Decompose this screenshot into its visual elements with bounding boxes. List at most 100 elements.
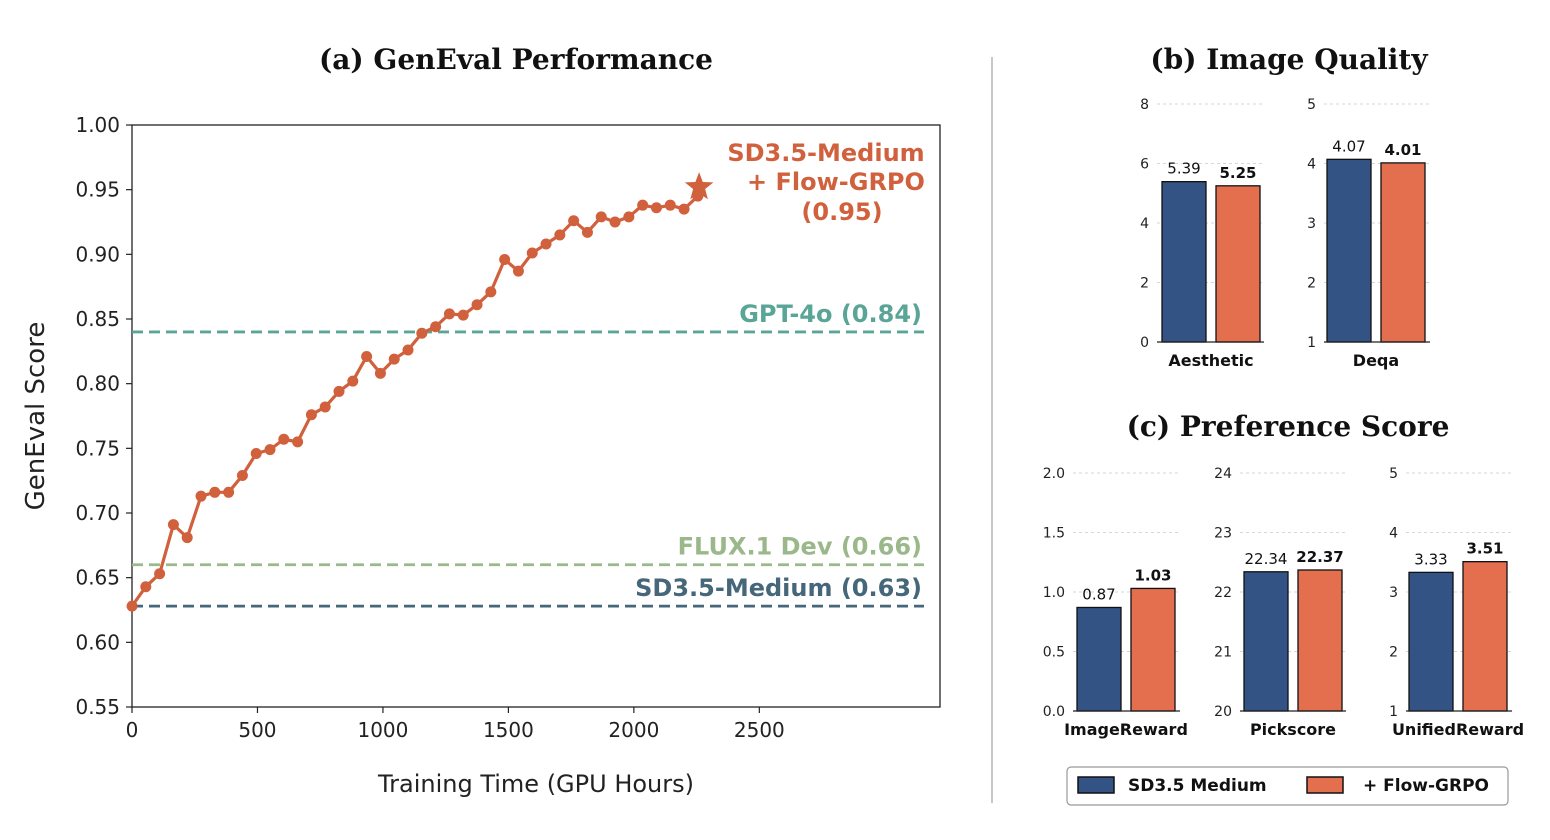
data-point <box>195 490 207 502</box>
y-tick-label: 24 <box>1214 466 1232 482</box>
x-tick-label: 500 <box>238 718 276 742</box>
panel-b-title: (b) Image Quality <box>1150 43 1428 76</box>
bar <box>1462 561 1508 712</box>
x-tick-label: 2000 <box>608 718 659 742</box>
x-tick-label: 1500 <box>483 718 534 742</box>
y-tick-label: 0.90 <box>75 242 120 266</box>
series-polyline <box>130 186 701 608</box>
reference-label: FLUX.1 Dev (0.66) <box>678 533 922 561</box>
x-axis-label: Training Time (GPU Hours) <box>377 770 694 798</box>
data-point <box>430 321 442 333</box>
x-axis: 0 500 1000 1500 2000 2500 <box>126 707 785 742</box>
bar-value-label: 5.39 <box>1167 160 1200 178</box>
reference-label: GPT-4o (0.84) <box>739 300 922 328</box>
data-point <box>609 216 621 228</box>
data-point <box>568 215 580 227</box>
reference-label: SD3.5-Medium (0.63) <box>635 574 922 602</box>
y-tick-label: 1.0 <box>1043 585 1065 601</box>
panel-c-title: (c) Preference Score <box>1127 410 1450 443</box>
bar-value-label: 0.87 <box>1082 585 1115 603</box>
data-point <box>236 469 248 481</box>
data-point <box>554 229 566 241</box>
y-tick-label: 4 <box>1389 526 1398 542</box>
y-tick-label: 0.70 <box>75 501 120 525</box>
bar <box>1215 185 1261 343</box>
data-point <box>333 385 345 397</box>
y-axis-label: GenEval Score <box>21 322 51 511</box>
y-tick-label: 21 <box>1214 645 1232 661</box>
y-tick-label: 0.65 <box>75 566 120 590</box>
data-point <box>512 265 524 277</box>
category-label: Aesthetic <box>1168 351 1253 370</box>
y-tick-label: 2 <box>1389 645 1398 661</box>
y-tick-label: 5 <box>1389 466 1398 482</box>
data-point <box>126 600 138 612</box>
data-point <box>623 211 635 223</box>
bar-subplot-imagereward: 0.0 0.5 1.0 1.5 2.0 0.87 1.03 ImageReward <box>1043 466 1188 739</box>
y-tick-label: 0.55 <box>75 695 120 719</box>
data-point <box>140 581 152 593</box>
y-tick-label: 1.00 <box>75 113 120 137</box>
y-tick-label: 5 <box>1307 97 1316 113</box>
y-tick-label: 2 <box>1140 276 1149 292</box>
bar-value-label: 22.37 <box>1296 548 1343 566</box>
annotation-line-2: + Flow-GRPO <box>747 168 925 196</box>
geneval-panel: (a) GenEval Performance 0.55 0.60 0.65 0.70… <box>21 43 941 798</box>
data-point <box>305 409 317 421</box>
bar-subplot-unifiedreward: 1 2 3 4 5 3.33 3.51 UnifiedReward <box>1389 466 1524 739</box>
data-point <box>361 351 373 363</box>
x-tick-label: 2500 <box>734 718 785 742</box>
bar <box>1076 606 1122 712</box>
y-tick-label: 0 <box>1140 335 1149 351</box>
y-tick-label: 0.0 <box>1043 704 1065 720</box>
bar-subplot-aesthetic: 0 2 4 6 8 5.39 5.25 Aesthetic <box>1140 97 1264 370</box>
category-label: ImageReward <box>1064 720 1188 739</box>
data-point <box>678 203 690 215</box>
bar-value-label: 4.01 <box>1384 141 1421 159</box>
bar <box>1326 158 1372 343</box>
y-tick-label: 0.85 <box>75 307 120 331</box>
legend-label-sd35: SD3.5 Medium <box>1128 776 1267 796</box>
data-point <box>388 353 400 365</box>
bar <box>1297 569 1343 712</box>
data-point <box>471 299 483 311</box>
data-point <box>347 375 359 387</box>
data-point <box>167 519 179 531</box>
y-tick-label: 20 <box>1214 704 1232 720</box>
bar <box>1243 571 1289 712</box>
bar <box>1130 587 1176 712</box>
y-tick-label: 6 <box>1140 157 1149 173</box>
bar <box>1161 180 1207 343</box>
y-tick-label: 4 <box>1307 157 1316 173</box>
y-tick-label: 1 <box>1307 335 1316 351</box>
series-line <box>126 172 714 612</box>
y-tick-label: 3 <box>1307 216 1316 232</box>
data-point <box>650 202 662 214</box>
y-tick-label: 0.60 <box>75 630 120 654</box>
y-tick-label: 1 <box>1389 704 1398 720</box>
data-point <box>181 532 193 544</box>
data-point <box>581 226 593 238</box>
legend-swatch-sd35 <box>1077 776 1115 794</box>
data-point <box>499 254 511 266</box>
data-point <box>292 436 304 448</box>
y-tick-label: 2.0 <box>1043 466 1065 482</box>
y-tick-label: 0.75 <box>75 436 120 460</box>
y-tick-label: 8 <box>1140 97 1149 113</box>
data-point <box>250 448 262 460</box>
legend-label-flowgrpo: + Flow-GRPO <box>1363 776 1489 796</box>
data-point <box>443 308 455 320</box>
y-tick-label: 0.5 <box>1043 645 1065 661</box>
data-point <box>209 486 221 498</box>
data-point <box>402 344 414 356</box>
x-tick-label: 0 <box>126 718 139 742</box>
final-annotation: SD3.5-Medium + Flow-GRPO (0.95) <box>727 139 925 226</box>
category-label: Pickscore <box>1250 720 1336 739</box>
data-point <box>540 238 552 250</box>
annotation-line-3: (0.95) <box>801 198 882 226</box>
bar-value-label: 3.51 <box>1466 540 1503 558</box>
bar <box>1380 162 1426 343</box>
bar <box>1408 571 1454 712</box>
data-point <box>595 211 607 223</box>
